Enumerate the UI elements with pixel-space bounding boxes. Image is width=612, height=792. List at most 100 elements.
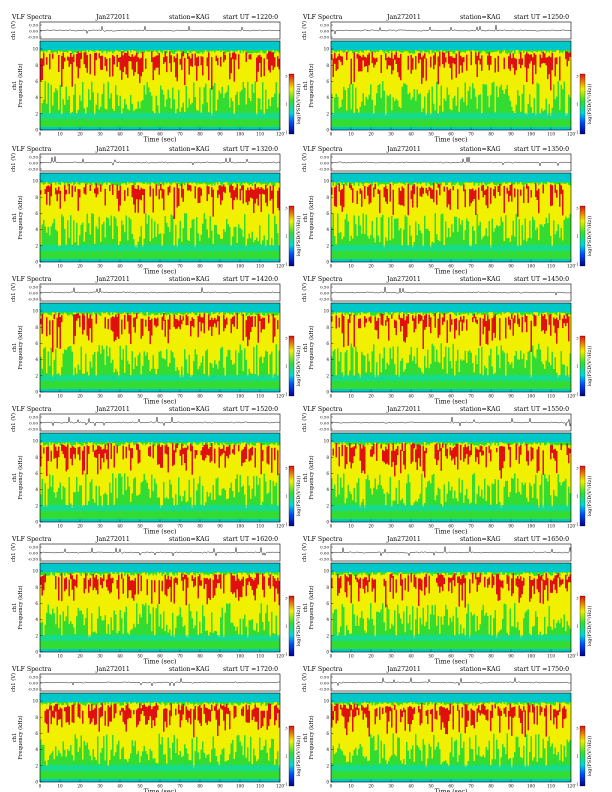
time-tick-label: 10 [57,394,63,399]
freq-tick-label: 6 [35,79,38,84]
spectrogram-image [331,563,571,652]
time-axis-label: Time (sec) [144,529,177,536]
panel-title: VLF Spectra [302,536,343,543]
colorbar-tick-label: 1 [576,494,578,498]
time-axis-label: Time (sec) [144,789,177,792]
time-tick-label: 10 [57,132,63,137]
freq-tick-label: 2 [35,373,38,378]
time-tick-label: 0 [330,524,333,529]
time-tick-label: 40 [408,132,414,137]
panel-title: VLF Spectra [11,406,52,413]
ch1-tick-label: -0.50 [319,167,330,172]
time-tick-label: 100 [527,524,535,529]
time-tick-label: 0 [39,654,42,659]
ch1-overlay-label: ch1 [12,473,18,483]
panel-date: Jan272011 [386,14,421,21]
time-tick-label: 40 [408,654,414,659]
time-tick-label: 50 [428,264,434,269]
freq-tick-label: 2 [326,763,329,768]
ch1-tick-label: -0.50 [28,167,39,172]
spectrum-band-red [331,313,570,352]
panel-title: VLF Spectra [11,536,52,543]
spectrum-band-low [40,635,280,641]
time-tick-label: 100 [236,394,244,399]
time-tick-label: 100 [527,654,535,659]
freq-tick-label: 6 [326,731,329,736]
time-tick-label: 120 [276,264,284,269]
colorbar-tick-label: -1 [284,782,288,786]
freq-tick-label: 0 [326,260,329,265]
time-tick-label: 60 [157,264,163,269]
colorbar-tick-label: 3 [285,74,288,78]
colorbar [288,205,295,267]
panel-date: Jan272011 [386,406,421,413]
time-tick-label: 110 [256,264,264,269]
freq-axis-label: Frequency (kHz) [17,63,24,107]
time-tick-label: 90 [508,264,514,269]
panel-start-time: start UT =1550:0 [514,406,569,413]
spectrum-band-low [331,505,571,511]
time-tick-label: 70 [468,264,474,269]
time-tick-label: 50 [428,784,434,789]
time-tick-label: 110 [256,394,264,399]
spectrogram-image [40,173,280,262]
time-tick-label: 30 [388,784,394,789]
time-tick-label: 0 [39,784,42,789]
ch1-overlay-label: ch1 [303,603,309,613]
colorbar-tick-label: 3 [576,466,579,470]
spectrum-band-red [44,703,280,738]
panel-station: station=KAG [169,276,210,283]
colorbar-label: log(PSD(V²/Hz)) [295,606,302,647]
freq-tick-label: 10 [324,309,330,314]
spectrum-band-low [40,505,280,511]
ch1-tick-label: 0.00 [320,551,329,556]
colorbar-tick-label: 1 [285,364,287,368]
colorbar-tick-label: 1 [576,364,578,368]
freq-tick-label: 8 [326,195,329,200]
time-tick-label: 60 [157,654,163,659]
ch1-axis-label: ch1 (V) [10,673,17,692]
freq-tick-label: 6 [326,211,329,216]
freq-tick-label: 0 [326,650,329,655]
freq-axis-label: Frequency (kHz) [308,325,315,369]
colorbar-tick-label: 1 [285,102,287,106]
time-tick-label: 40 [117,654,123,659]
ch1-overlay-label: ch1 [12,81,18,91]
time-tick-label: 70 [177,524,183,529]
freq-tick-label: 2 [35,763,38,768]
ch1-tick-label: -0.50 [28,557,39,562]
colorbar-tick-label: -1 [575,522,579,526]
spectrogram-panel: VLF Spectra Jan272011 station=KAG start UT … [301,14,593,144]
ch1-tick-label: 0.50 [320,415,329,420]
time-tick-label: 20 [77,654,83,659]
time-axis-label: Time (sec) [144,137,177,144]
time-axis-label: Time (sec) [435,137,468,144]
colorbar-tick-label: -1 [284,130,288,134]
spectrogram-panel: VLF Spectra Jan272011 station=KAG start UT … [301,276,593,406]
time-tick-label: 100 [236,524,244,529]
colorbar [579,725,586,787]
panel-title: VLF Spectra [11,146,52,153]
colorbar-label: log(PSD(V²/Hz)) [295,346,302,387]
time-tick-label: 40 [117,264,123,269]
ch1-axis-label: ch1 (V) [301,413,308,432]
ch1-overlay-label: ch1 [12,213,18,223]
time-tick-label: 70 [468,394,474,399]
freq-axis-label: Frequency (kHz) [17,715,24,759]
time-tick-label: 0 [39,394,42,399]
freq-tick-label: 2 [35,503,38,508]
colorbar-tick-label: 3 [285,596,288,600]
freq-tick-label: 6 [35,471,38,476]
panel-station: station=KAG [460,406,501,413]
ch1-tick-label: 0.50 [320,155,329,160]
freq-tick-label: 4 [326,357,329,362]
time-tick-label: 100 [527,394,535,399]
time-tick-label: 90 [508,654,514,659]
panel-station: station=KAG [169,406,210,413]
time-tick-label: 0 [39,132,42,137]
panel-date: Jan272011 [386,146,421,153]
time-tick-label: 120 [567,524,575,529]
time-tick-label: 60 [157,132,163,137]
freq-tick-label: 8 [35,585,38,590]
panel-start-time: start UT =1320:0 [223,146,278,153]
